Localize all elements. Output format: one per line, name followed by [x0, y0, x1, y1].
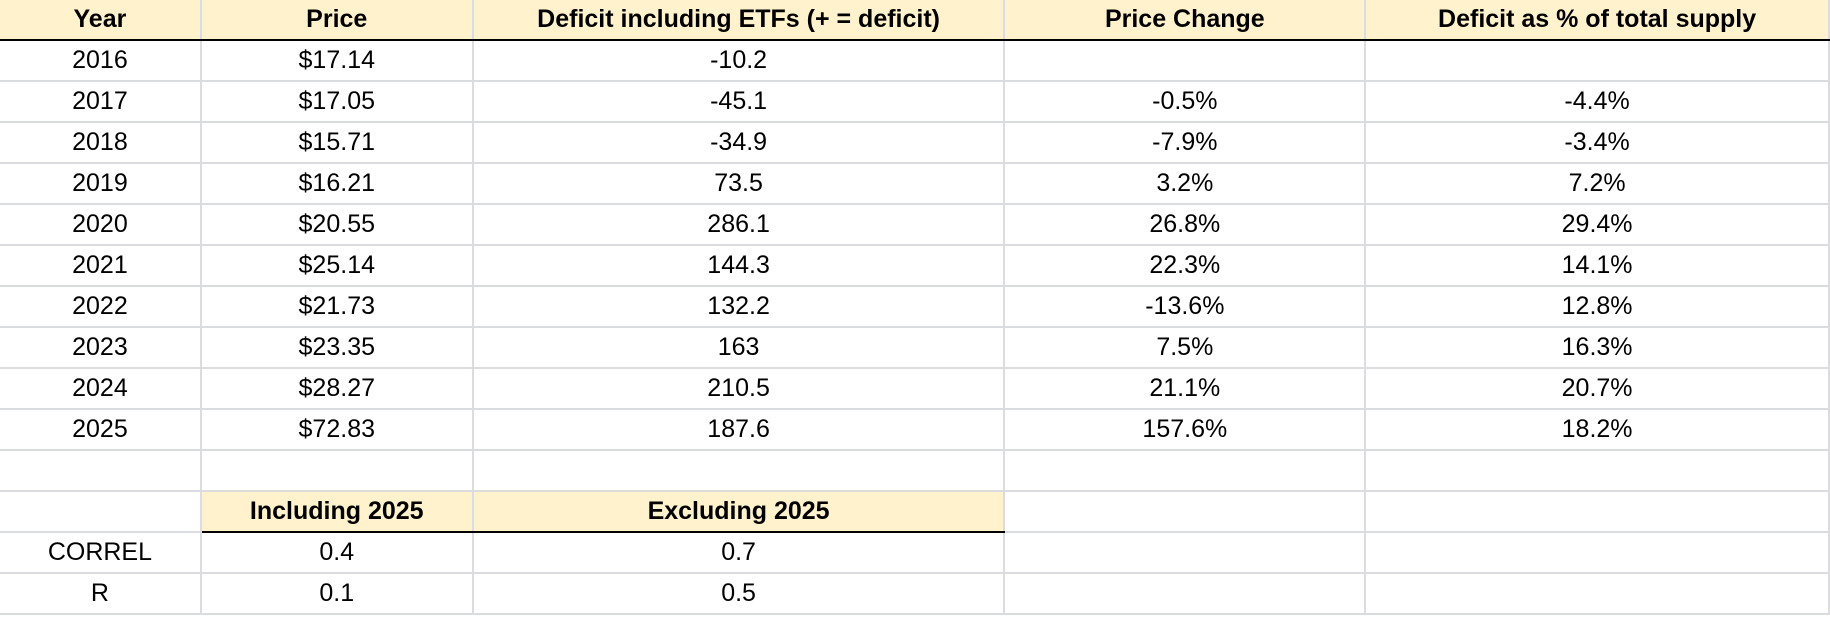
cell-price[interactable]: $17.05 — [200, 81, 474, 123]
cell-price-change[interactable]: -13.6% — [1004, 286, 1367, 328]
cell-deficit[interactable]: 187.6 — [472, 409, 1006, 451]
empty-cell[interactable] — [1365, 573, 1830, 615]
table-row: 2022 $21.73 132.2 -13.6% 12.8% — [0, 286, 1830, 328]
table-row: 2025 $72.83 187.6 157.6% 18.2% — [0, 409, 1830, 451]
table-row: 2021 $25.14 144.3 22.3% 14.1% — [0, 245, 1830, 287]
cell-price[interactable]: $21.73 — [200, 286, 474, 328]
cell-year[interactable]: 2017 — [0, 81, 202, 123]
cell-including-2025[interactable]: 0.1 — [200, 573, 474, 615]
cell-price[interactable]: $25.14 — [200, 245, 474, 287]
empty-cell[interactable] — [0, 491, 202, 533]
cell-deficit[interactable]: 210.5 — [472, 368, 1006, 410]
cell-deficit[interactable]: -10.2 — [472, 40, 1006, 82]
cell-deficit-pct[interactable]: 12.8% — [1365, 286, 1830, 328]
cell-deficit-pct[interactable] — [1365, 40, 1830, 82]
cell-price[interactable]: $23.35 — [200, 327, 474, 369]
empty-cell[interactable] — [472, 450, 1006, 492]
cell-year[interactable]: 2018 — [0, 122, 202, 164]
header-price-change[interactable]: Price Change — [1004, 0, 1367, 41]
empty-row — [0, 450, 1830, 492]
cell-year[interactable]: 2016 — [0, 40, 202, 82]
cell-year[interactable]: 2024 — [0, 368, 202, 410]
table-row: 2020 $20.55 286.1 26.8% 29.4% — [0, 204, 1830, 246]
table-row: 2017 $17.05 -45.1 -0.5% -4.4% — [0, 81, 1830, 123]
empty-cell[interactable] — [0, 450, 202, 492]
correlation-header-row: Including 2025 Excluding 2025 — [0, 491, 1830, 533]
table-row: 2023 $23.35 163 7.5% 16.3% — [0, 327, 1830, 369]
empty-cell[interactable] — [1004, 491, 1367, 533]
empty-cell[interactable] — [1365, 450, 1830, 492]
cell-price[interactable]: $28.27 — [200, 368, 474, 410]
header-deficit[interactable]: Deficit including ETFs (+ = deficit) — [472, 0, 1006, 41]
cell-deficit-pct[interactable]: 16.3% — [1365, 327, 1830, 369]
cell-deficit[interactable]: -45.1 — [472, 81, 1006, 123]
cell-year[interactable]: 2021 — [0, 245, 202, 287]
cell-price[interactable]: $20.55 — [200, 204, 474, 246]
cell-price-change[interactable]: -0.5% — [1004, 81, 1367, 123]
cell-price-change[interactable]: 3.2% — [1004, 163, 1367, 205]
cell-price-change[interactable]: 26.8% — [1004, 204, 1367, 246]
cell-deficit-pct[interactable]: 7.2% — [1365, 163, 1830, 205]
cell-deficit-pct[interactable]: 29.4% — [1365, 204, 1830, 246]
cell-year[interactable]: 2025 — [0, 409, 202, 451]
cell-deficit-pct[interactable]: -3.4% — [1365, 122, 1830, 164]
cell-year[interactable]: 2020 — [0, 204, 202, 246]
empty-cell[interactable] — [1365, 532, 1830, 574]
cell-price-change[interactable]: 21.1% — [1004, 368, 1367, 410]
header-price[interactable]: Price — [200, 0, 474, 41]
correlation-row: CORREL 0.4 0.7 — [0, 532, 1830, 574]
header-row: Year Price Deficit including ETFs (+ = d… — [0, 0, 1830, 41]
header-including-2025[interactable]: Including 2025 — [200, 491, 474, 533]
cell-price-change[interactable]: 22.3% — [1004, 245, 1367, 287]
empty-cell[interactable] — [1004, 532, 1367, 574]
table-row: 2016 $17.14 -10.2 — [0, 40, 1830, 82]
cell-deficit[interactable]: 144.3 — [472, 245, 1006, 287]
cell-deficit-pct[interactable]: 20.7% — [1365, 368, 1830, 410]
cell-price-change[interactable]: 7.5% — [1004, 327, 1367, 369]
cell-year[interactable]: 2022 — [0, 286, 202, 328]
cell-deficit[interactable]: 163 — [472, 327, 1006, 369]
empty-cell[interactable] — [200, 450, 474, 492]
cell-price[interactable]: $16.21 — [200, 163, 474, 205]
empty-cell[interactable] — [1004, 450, 1367, 492]
table-row: 2018 $15.71 -34.9 -7.9% -3.4% — [0, 122, 1830, 164]
header-deficit-pct[interactable]: Deficit as % of total supply — [1365, 0, 1830, 41]
table-row: 2019 $16.21 73.5 3.2% 7.2% — [0, 163, 1830, 205]
empty-cell[interactable] — [1004, 573, 1367, 615]
header-year[interactable]: Year — [0, 0, 202, 41]
cell-price[interactable]: $72.83 — [200, 409, 474, 451]
header-excluding-2025[interactable]: Excluding 2025 — [472, 491, 1006, 533]
cell-deficit[interactable]: 73.5 — [472, 163, 1006, 205]
cell-price-change[interactable] — [1004, 40, 1367, 82]
cell-excluding-2025[interactable]: 0.7 — [472, 532, 1006, 574]
correlation-row: R 0.1 0.5 — [0, 573, 1830, 615]
cell-price[interactable]: $15.71 — [200, 122, 474, 164]
row-label-correl[interactable]: CORREL — [0, 532, 202, 574]
cell-excluding-2025[interactable]: 0.5 — [472, 573, 1006, 615]
cell-deficit[interactable]: 286.1 — [472, 204, 1006, 246]
cell-deficit[interactable]: -34.9 — [472, 122, 1006, 164]
cell-deficit[interactable]: 132.2 — [472, 286, 1006, 328]
cell-price-change[interactable]: -7.9% — [1004, 122, 1367, 164]
cell-deficit-pct[interactable]: -4.4% — [1365, 81, 1830, 123]
cell-price[interactable]: $17.14 — [200, 40, 474, 82]
cell-year[interactable]: 2019 — [0, 163, 202, 205]
cell-price-change[interactable]: 157.6% — [1004, 409, 1367, 451]
empty-cell[interactable] — [1365, 491, 1830, 533]
cell-deficit-pct[interactable]: 18.2% — [1365, 409, 1830, 451]
cell-deficit-pct[interactable]: 14.1% — [1365, 245, 1830, 287]
row-label-r[interactable]: R — [0, 573, 202, 615]
table-row: 2024 $28.27 210.5 21.1% 20.7% — [0, 368, 1830, 410]
cell-year[interactable]: 2023 — [0, 327, 202, 369]
cell-including-2025[interactable]: 0.4 — [200, 532, 474, 574]
spreadsheet-grid: Year Price Deficit including ETFs (+ = d… — [0, 0, 1830, 615]
